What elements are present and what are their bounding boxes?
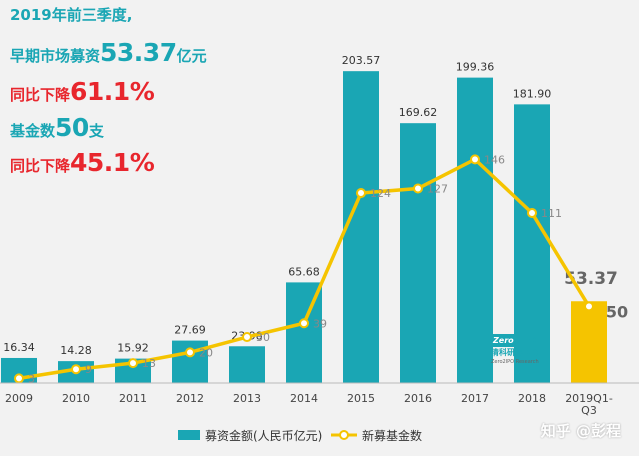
bar-label-2012: 27.69 — [174, 324, 206, 337]
bar-label-2018: 181.90 — [513, 87, 552, 100]
x-tick-label-2019Q1-Q3-part2: Q3 — [581, 404, 597, 417]
headline-fundraising-decline: 61.1% — [70, 77, 155, 106]
legend-label-fund-count: 新募基金数 — [362, 428, 422, 443]
watermark: 知乎 @彭程 — [540, 422, 621, 440]
logo-badge-text: Zero — [491, 334, 516, 347]
x-tick-label-2018: 2018 — [518, 392, 546, 405]
legend-label-amount: 募资金额(人民币亿元) — [205, 428, 322, 443]
headline-line1-text: 2019年前三季度, — [10, 6, 133, 24]
line-point-2009 — [14, 373, 24, 384]
bar-2015 — [343, 71, 379, 383]
logo-name: 清科研究中心 — [491, 348, 539, 357]
headline-line2: 早期市场募资53.37亿元 — [10, 40, 207, 65]
headline-fund-count-value: 50 — [55, 113, 89, 142]
headline-line5-prefix: 同比下降 — [10, 157, 71, 175]
line-point-2017 — [470, 154, 480, 165]
x-tick-label-2012: 2012 — [176, 392, 204, 405]
legend: 募资金额(人民币亿元) 新募基金数 — [178, 428, 422, 443]
headline-line4-suffix: 支 — [88, 122, 104, 140]
line-label-2013: 30 — [256, 331, 270, 344]
line-label-2017: 146 — [484, 153, 505, 166]
line-label-2016: 127 — [427, 182, 448, 195]
headline-line4-prefix: 基金数 — [10, 122, 56, 140]
x-tick-label-2017: 2017 — [461, 392, 489, 405]
line-point-2016 — [413, 183, 423, 194]
legend-swatch-amount — [178, 430, 200, 440]
logo-name-en: Zero2IPO Research — [491, 359, 539, 365]
line-point-2019Q1-Q3 — [584, 301, 594, 312]
headline-line1: 2019年前三季度, — [10, 8, 132, 23]
headline-line3-prefix: 同比下降 — [10, 86, 71, 104]
line-point-2011 — [128, 358, 138, 369]
bar-label-2009: 16.34 — [3, 341, 35, 354]
x-tick-label-2016: 2016 — [404, 392, 432, 405]
headline-fund-count-decline: 45.1% — [70, 148, 155, 177]
x-tick-label-2019Q1-Q3: 2019Q1- — [565, 392, 613, 405]
bar-2019Q1-Q3 — [571, 301, 607, 383]
bar-label-2016: 169.62 — [399, 106, 438, 119]
line-point-2014 — [299, 318, 309, 329]
headline-fundraising-value: 53.37 — [100, 38, 177, 67]
headline-line2-prefix: 早期市场募资 — [10, 47, 101, 65]
bar-label-2010: 14.28 — [60, 344, 92, 357]
line-label-2009: 3 — [28, 372, 35, 385]
zero2ipo-logo: Zero IPO 清科研究中心 Zero2IPO Research — [491, 334, 557, 370]
bar-label-2017: 199.36 — [456, 61, 495, 74]
bars-layer: 16.3414.2815.9227.6923.9865.68203.57169.… — [1, 54, 618, 383]
line-point-2012 — [185, 347, 195, 358]
line-label-2018: 111 — [541, 207, 562, 220]
x-tick-label-2014: 2014 — [290, 392, 318, 405]
x-tick-label-2010: 2010 — [62, 392, 90, 405]
headline-line3: 同比下降61.1% — [10, 77, 155, 106]
line-point-2010 — [71, 364, 81, 375]
bar-2017 — [457, 77, 493, 383]
bar-label-2011: 15.92 — [117, 342, 149, 355]
legend-swatch-marker — [339, 430, 349, 440]
headline-line5: 同比下降45.1% — [10, 148, 155, 177]
line-label-2010: 9 — [85, 363, 92, 376]
x-tick-label-2009: 2009 — [5, 392, 33, 405]
x-tick-label-2015: 2015 — [347, 392, 375, 405]
line-label-2019Q1-Q3: 50 — [606, 302, 628, 321]
bar-label-2019Q1-Q3: 53.37 — [564, 269, 618, 289]
bar-2016 — [400, 123, 436, 383]
headline-line4: 基金数50支 — [10, 115, 104, 140]
x-tick-label-2011: 2011 — [119, 392, 147, 405]
line-label-2012: 20 — [199, 346, 213, 359]
line-label-2015: 124 — [370, 187, 391, 200]
x-tick-label-2013: 2013 — [233, 392, 261, 405]
logo-badge-tag: IPO — [517, 334, 540, 347]
bar-label-2015: 203.57 — [342, 54, 381, 67]
bar-2018 — [514, 104, 550, 383]
bar-label-2014: 65.68 — [288, 265, 320, 278]
line-label-2014: 39 — [313, 317, 327, 330]
bar-2013 — [229, 346, 265, 383]
line-point-2018 — [527, 207, 537, 218]
line-label-2011: 13 — [142, 357, 156, 370]
x-axis: 2009 2010 2011 2012 2013 2014 2015 2016 2017 2018… — [0, 382, 639, 417]
line-point-2013 — [242, 332, 252, 343]
headline-line2-suffix: 亿元 — [176, 47, 207, 65]
line-point-2015 — [356, 188, 366, 199]
